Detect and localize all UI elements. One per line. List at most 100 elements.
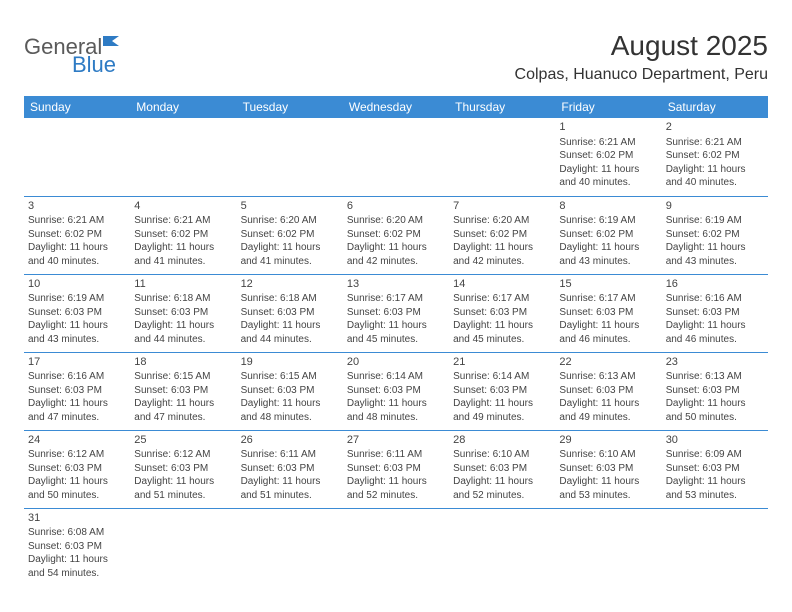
dow-header: Tuesday — [237, 96, 343, 118]
day-number: 29 — [559, 433, 657, 448]
sunrise-text: Sunrise: 6:20 AM — [241, 214, 339, 228]
sunrise-text: Sunrise: 6:19 AM — [559, 214, 657, 228]
daylight-text: Daylight: 11 hours — [559, 397, 657, 411]
sunset-text: Sunset: 6:02 PM — [347, 228, 445, 242]
day-number: 22 — [559, 355, 657, 370]
daylight-text: Daylight: 11 hours — [28, 553, 126, 567]
sunset-text: Sunset: 6:03 PM — [559, 384, 657, 398]
daylight-text: and 40 minutes. — [28, 255, 126, 269]
sunrise-text: Sunrise: 6:14 AM — [347, 370, 445, 384]
daylight-text: and 50 minutes. — [666, 411, 764, 425]
sunset-text: Sunset: 6:02 PM — [453, 228, 551, 242]
daylight-text: Daylight: 11 hours — [559, 241, 657, 255]
daylight-text: and 48 minutes. — [241, 411, 339, 425]
calendar-cell: 26Sunrise: 6:11 AMSunset: 6:03 PMDayligh… — [237, 430, 343, 508]
daylight-text: Daylight: 11 hours — [453, 397, 551, 411]
daylight-text: and 53 minutes. — [559, 489, 657, 503]
daylight-text: Daylight: 11 hours — [666, 475, 764, 489]
daylight-text: Daylight: 11 hours — [347, 397, 445, 411]
day-number: 3 — [28, 199, 126, 214]
daylight-text: Daylight: 11 hours — [28, 241, 126, 255]
sunrise-text: Sunrise: 6:21 AM — [28, 214, 126, 228]
sunset-text: Sunset: 6:03 PM — [347, 306, 445, 320]
calendar-cell: 24Sunrise: 6:12 AMSunset: 6:03 PMDayligh… — [24, 430, 130, 508]
sunrise-text: Sunrise: 6:11 AM — [241, 448, 339, 462]
day-number: 28 — [453, 433, 551, 448]
calendar-cell — [343, 118, 449, 196]
daylight-text: and 51 minutes. — [134, 489, 232, 503]
daylight-text: and 41 minutes. — [241, 255, 339, 269]
dow-header: Monday — [130, 96, 236, 118]
sunset-text: Sunset: 6:03 PM — [134, 384, 232, 398]
calendar-cell — [449, 118, 555, 196]
daylight-text: and 42 minutes. — [347, 255, 445, 269]
sunset-text: Sunset: 6:03 PM — [241, 306, 339, 320]
calendar-cell: 8Sunrise: 6:19 AMSunset: 6:02 PMDaylight… — [555, 196, 661, 274]
daylight-text: Daylight: 11 hours — [559, 163, 657, 177]
daylight-text: and 45 minutes. — [453, 333, 551, 347]
calendar-cell: 23Sunrise: 6:13 AMSunset: 6:03 PMDayligh… — [662, 352, 768, 430]
calendar-cell: 16Sunrise: 6:16 AMSunset: 6:03 PMDayligh… — [662, 274, 768, 352]
sunset-text: Sunset: 6:02 PM — [134, 228, 232, 242]
day-number: 31 — [28, 511, 126, 526]
daylight-text: Daylight: 11 hours — [241, 397, 339, 411]
day-number: 30 — [666, 433, 764, 448]
calendar-cell — [237, 508, 343, 586]
daylight-text: and 43 minutes. — [559, 255, 657, 269]
sunset-text: Sunset: 6:03 PM — [134, 462, 232, 476]
calendar-cell: 7Sunrise: 6:20 AMSunset: 6:02 PMDaylight… — [449, 196, 555, 274]
calendar-body: 1Sunrise: 6:21 AMSunset: 6:02 PMDaylight… — [24, 118, 768, 586]
daylight-text: Daylight: 11 hours — [28, 397, 126, 411]
daylight-text: and 54 minutes. — [28, 567, 126, 581]
flag-icon — [103, 30, 123, 52]
sunset-text: Sunset: 6:03 PM — [453, 384, 551, 398]
sunrise-text: Sunrise: 6:10 AM — [559, 448, 657, 462]
sunrise-text: Sunrise: 6:09 AM — [666, 448, 764, 462]
daylight-text: Daylight: 11 hours — [666, 241, 764, 255]
sunset-text: Sunset: 6:03 PM — [453, 306, 551, 320]
daylight-text: Daylight: 11 hours — [241, 241, 339, 255]
sunset-text: Sunset: 6:03 PM — [666, 384, 764, 398]
day-number: 11 — [134, 277, 232, 292]
sunrise-text: Sunrise: 6:14 AM — [453, 370, 551, 384]
sunrise-text: Sunrise: 6:12 AM — [134, 448, 232, 462]
sunrise-text: Sunrise: 6:13 AM — [559, 370, 657, 384]
sunset-text: Sunset: 6:02 PM — [666, 149, 764, 163]
daylight-text: and 43 minutes. — [28, 333, 126, 347]
calendar-cell: 17Sunrise: 6:16 AMSunset: 6:03 PMDayligh… — [24, 352, 130, 430]
day-number: 13 — [347, 277, 445, 292]
daylight-text: Daylight: 11 hours — [666, 397, 764, 411]
sunrise-text: Sunrise: 6:15 AM — [241, 370, 339, 384]
dow-header: Sunday — [24, 96, 130, 118]
daylight-text: and 46 minutes. — [559, 333, 657, 347]
header: GeneralBlue August 2025 Colpas, Huanuco … — [24, 30, 768, 84]
sunrise-text: Sunrise: 6:13 AM — [666, 370, 764, 384]
daylight-text: and 48 minutes. — [347, 411, 445, 425]
sunrise-text: Sunrise: 6:19 AM — [666, 214, 764, 228]
calendar-row: 24Sunrise: 6:12 AMSunset: 6:03 PMDayligh… — [24, 430, 768, 508]
daylight-text: and 50 minutes. — [28, 489, 126, 503]
sunset-text: Sunset: 6:03 PM — [28, 306, 126, 320]
calendar-cell: 9Sunrise: 6:19 AMSunset: 6:02 PMDaylight… — [662, 196, 768, 274]
calendar-cell — [662, 508, 768, 586]
daylight-text: Daylight: 11 hours — [666, 319, 764, 333]
daylight-text: Daylight: 11 hours — [134, 397, 232, 411]
daylight-text: Daylight: 11 hours — [241, 475, 339, 489]
day-number: 5 — [241, 199, 339, 214]
day-number: 23 — [666, 355, 764, 370]
daylight-text: and 53 minutes. — [666, 489, 764, 503]
calendar-cell: 14Sunrise: 6:17 AMSunset: 6:03 PMDayligh… — [449, 274, 555, 352]
daylight-text: and 49 minutes. — [453, 411, 551, 425]
calendar-cell: 21Sunrise: 6:14 AMSunset: 6:03 PMDayligh… — [449, 352, 555, 430]
logo: GeneralBlue — [24, 30, 123, 76]
dow-header: Wednesday — [343, 96, 449, 118]
dow-header: Friday — [555, 96, 661, 118]
day-number: 19 — [241, 355, 339, 370]
daylight-text: and 46 minutes. — [666, 333, 764, 347]
calendar-row: 1Sunrise: 6:21 AMSunset: 6:02 PMDaylight… — [24, 118, 768, 196]
daylight-text: and 45 minutes. — [347, 333, 445, 347]
daylight-text: and 52 minutes. — [347, 489, 445, 503]
calendar-cell: 11Sunrise: 6:18 AMSunset: 6:03 PMDayligh… — [130, 274, 236, 352]
daylight-text: Daylight: 11 hours — [134, 319, 232, 333]
sunrise-text: Sunrise: 6:08 AM — [28, 526, 126, 540]
